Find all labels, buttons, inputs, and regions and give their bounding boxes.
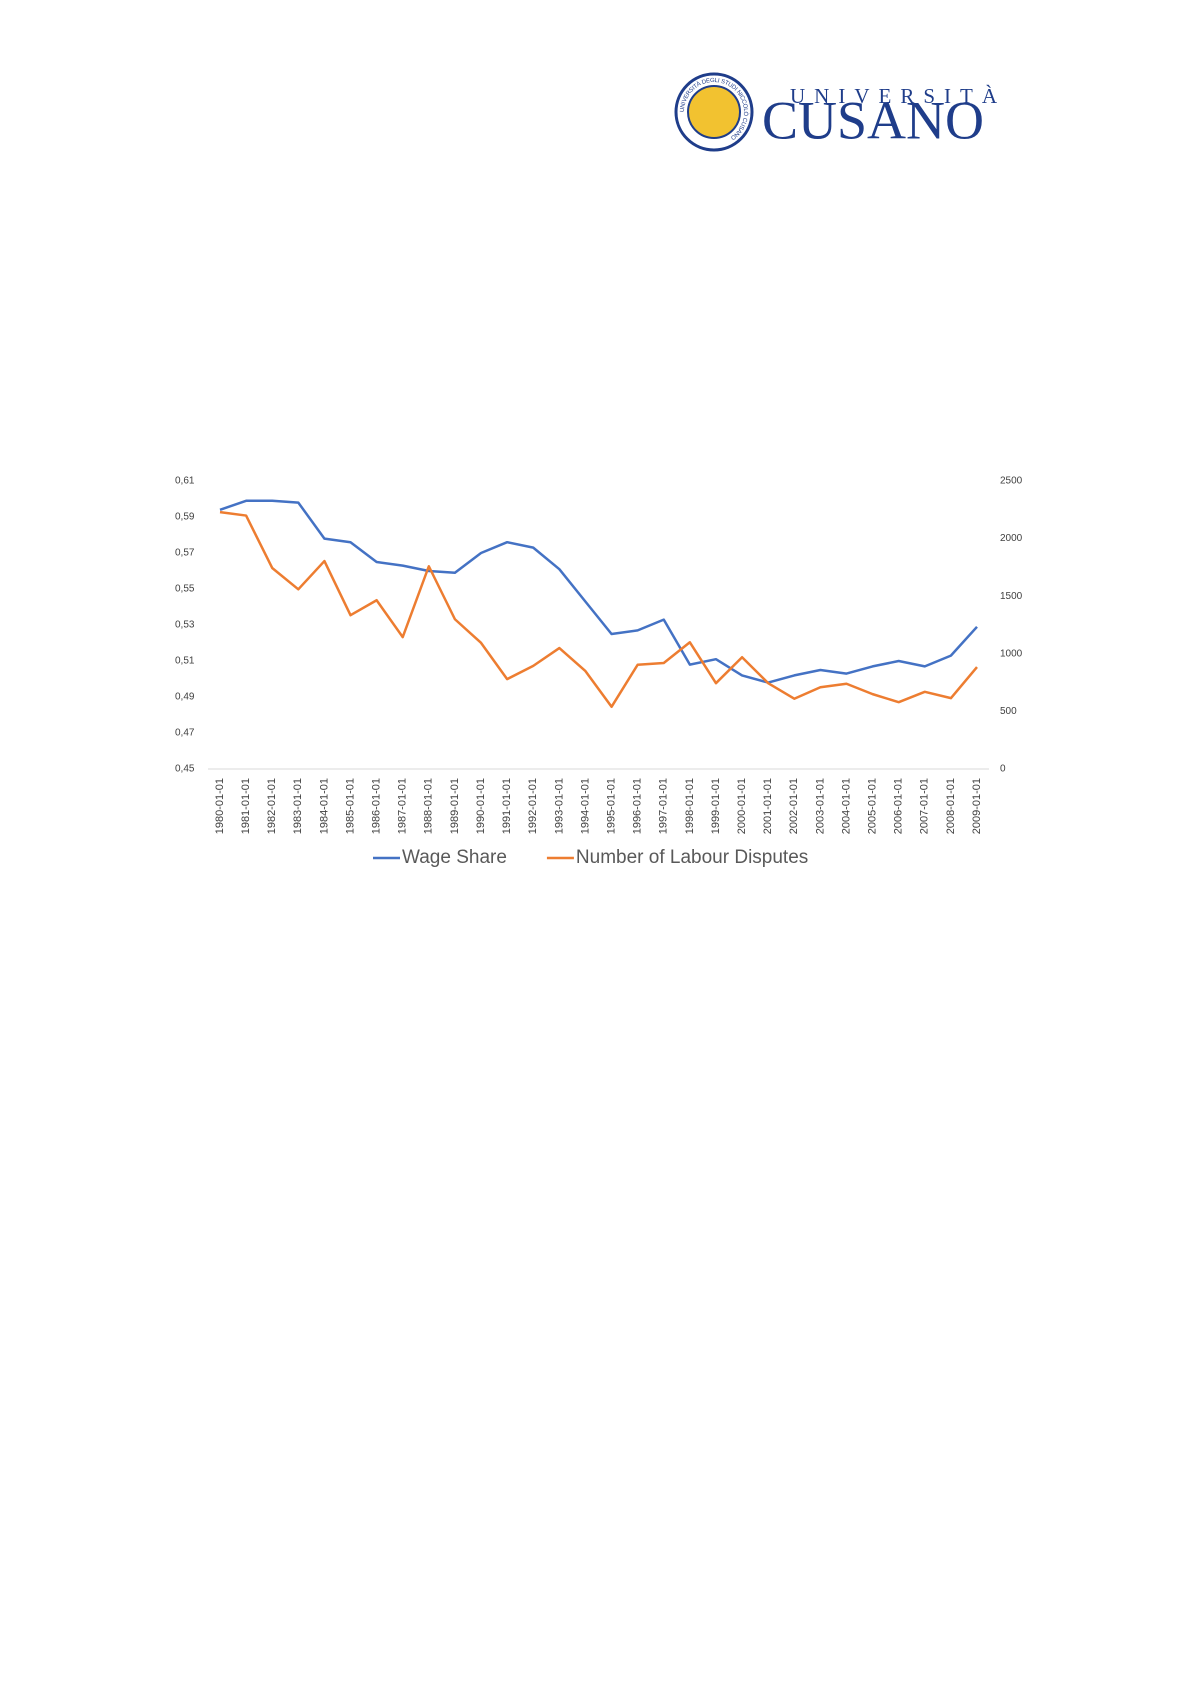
logo-top: UNIVERSITÀ [790,84,1006,108]
y2-tick-label: 2000 [1000,533,1023,544]
x-tick-label: 1985-01-01 [344,778,356,834]
x-tick-label: 1981-01-01 [240,778,252,834]
x-tick-label: 1988-01-01 [423,778,435,834]
x-tick-label: 2008-01-01 [945,778,957,834]
x-tick-label: 1993-01-01 [553,778,565,834]
series-line [219,499,978,684]
x-tick-label: 1995-01-01 [605,778,617,834]
x-tick-label: 1989-01-01 [449,778,461,834]
x-tick-label: 1998-01-01 [684,778,696,834]
chart: 0,45 0,47 0,49 0,51 0,53 0,55 0,57 0,59 0,61 0 500… [175,476,1023,868]
y-tick-label: 0,53 [175,620,195,631]
y-tick-label: 0,55 [175,584,195,595]
series-line [219,510,978,709]
x-tick-label: 2009-01-01 [971,778,983,834]
seal-center [687,85,741,139]
y2-tick-label: 500 [1000,706,1017,717]
y-tick-label: 0,49 [175,692,195,703]
x-tick-label: 2002-01-01 [788,778,800,834]
x-tick-label: 2006-01-01 [893,778,905,834]
legend-label: Wage Share [402,847,507,868]
y2-tick-label: 1500 [1000,591,1023,602]
y2-tick-label: 0 [1000,764,1006,775]
x-tick-label: 1999-01-01 [710,778,722,834]
x-tick-label: 2005-01-01 [866,778,878,834]
x-tick-label: 1983-01-01 [292,778,304,834]
y-tick-label: 0,59 [175,512,195,523]
y-tick-label: 0,51 [175,656,195,667]
x-tick-label: 2004-01-01 [840,778,852,834]
y2-tick-label: 2500 [1000,476,1023,487]
x-tick-label: 1992-01-01 [527,778,539,834]
y-tick-label: 0,61 [175,476,195,487]
logo-name: CUSANO [762,90,984,150]
y-tick-label: 0,45 [175,764,195,775]
x-tick-label: 1996-01-01 [632,778,644,834]
x-tick-label: 2007-01-01 [919,778,931,834]
x-tick-label: 1982-01-01 [266,778,278,834]
x-tick-label: 1994-01-01 [579,778,591,834]
x-tick-label: 1991-01-01 [501,778,513,834]
x-tick-label: 2000-01-01 [736,778,748,834]
logo: UNIVERSITÀ DEGLI STUDI NICCOLÒ CUSANO UN… [674,72,1006,152]
legend-label: Number of Labour Disputes [576,847,808,868]
x-tick-label: 2001-01-01 [762,778,774,834]
y2-tick-label: 1000 [1000,648,1023,659]
x-tick-label: 1997-01-01 [658,778,670,834]
x-tick-label: 1986-01-01 [371,778,383,834]
y-tick-label: 0,47 [175,728,195,739]
x-tick-label: 1987-01-01 [397,778,409,834]
x-tick-label: 2003-01-01 [814,778,826,834]
x-tick-label: 1980-01-01 [214,778,226,834]
x-tick-label: 1984-01-01 [318,778,330,834]
x-tick-label: 1990-01-01 [475,778,487,834]
y-tick-label: 0,57 [175,548,195,559]
